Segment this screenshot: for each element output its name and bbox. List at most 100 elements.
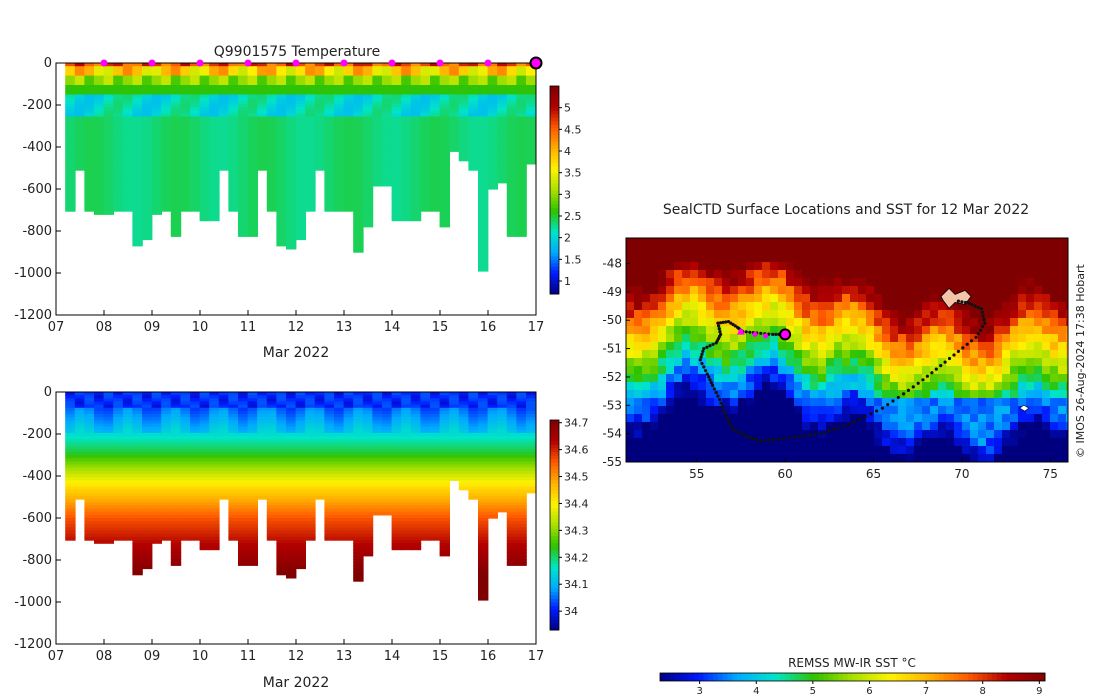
salinity-cell: [420, 423, 431, 428]
salinity-cell: [372, 461, 383, 466]
salinity-cell: [228, 461, 239, 466]
temperature-cell: [391, 78, 402, 83]
temperature-cell: [401, 157, 412, 162]
salinity-cell: [487, 398, 498, 403]
salinity-cell: [276, 436, 287, 440]
temperature-cell: [478, 160, 489, 165]
temperature-cell: [247, 170, 258, 174]
salinity-cell: [151, 442, 162, 447]
salinity-cell: [458, 398, 470, 403]
salinity-cell: [276, 414, 287, 418]
temperature-cell: [286, 113, 297, 118]
temperature-cell: [142, 129, 153, 133]
temperature-cell: [526, 85, 537, 89]
salinity-cell: [228, 514, 239, 519]
salinity-cell: [266, 423, 278, 428]
salinity-cell: [449, 414, 460, 418]
temperature-cell: [122, 148, 134, 152]
temperature-cell: [94, 91, 105, 96]
salinity-cell: [161, 392, 172, 396]
temperature-cell: [295, 154, 306, 159]
salinity-cell: [142, 417, 153, 421]
temperature-cell: [84, 198, 95, 203]
salinity-cell: [180, 461, 191, 466]
salinity-cell: [430, 486, 441, 491]
salinity-cell: [103, 423, 114, 428]
sst-cell: [1058, 238, 1067, 247]
salinity-cell: [65, 480, 76, 484]
temperature-cell: [391, 217, 402, 222]
temperature-cell: [468, 154, 479, 159]
temperature-cell: [516, 113, 527, 118]
salinity-cell: [113, 445, 124, 450]
temperature-cell: [113, 173, 124, 178]
temperature-cell: [353, 248, 364, 253]
salinity-cell: [94, 432, 105, 437]
temperature-cell: [199, 126, 210, 130]
temperature-cell: [122, 66, 134, 70]
salinity-cell: [526, 477, 537, 481]
salinity-cell: [238, 546, 249, 551]
temperature-cell: [74, 160, 86, 165]
salinity-cell: [238, 533, 249, 538]
salinity-cell: [180, 508, 191, 513]
salinity-cell: [122, 505, 134, 510]
salinity-cell: [526, 486, 537, 491]
salinity-cell: [218, 492, 230, 497]
temperature-cell: [410, 100, 422, 105]
temperature-cell: [266, 170, 278, 174]
salinity-cell: [170, 521, 182, 525]
temperature-cell: [478, 239, 489, 244]
temperature-cell: [228, 182, 239, 187]
temperature-cell: [113, 78, 124, 83]
temperature-cell: [430, 173, 441, 178]
salinity-cell: [526, 404, 537, 409]
temperature-cell: [170, 226, 182, 231]
sst-cell: [962, 246, 971, 255]
salinity-cell: [516, 401, 527, 406]
salinity-cell: [170, 559, 182, 563]
salinity-cell: [362, 414, 374, 418]
salinity-cell: [65, 467, 76, 472]
temperature-cell: [238, 81, 249, 86]
temperature-cell: [410, 129, 422, 133]
temperature-cell: [113, 85, 124, 89]
temperature-cell: [506, 148, 518, 152]
temperature-cell: [286, 63, 297, 67]
salinity-cell: [372, 392, 383, 396]
salinity-cell: [439, 401, 450, 406]
temperature-cell: [334, 110, 345, 115]
temperature-cell: [113, 157, 124, 162]
salinity-cell: [401, 473, 412, 478]
salinity-cell: [401, 486, 412, 491]
salinity-cell: [84, 439, 95, 444]
temperature-cell: [122, 78, 134, 83]
salinity-cell: [142, 559, 153, 563]
salinity-cell: [247, 508, 258, 513]
temperature-cell: [516, 66, 527, 70]
temperature-cell: [468, 94, 479, 99]
salinity-cell: [372, 499, 383, 503]
temperature-cell: [190, 189, 201, 193]
temperature-cell: [132, 207, 143, 212]
temperature-cell: [209, 189, 220, 193]
temperature-cell: [84, 154, 95, 159]
temperature-cell: [257, 166, 268, 171]
temperature-cell: [228, 163, 239, 168]
temperature-cell: [151, 135, 162, 140]
salinity-cell: [401, 470, 412, 475]
temperature-cell: [439, 100, 450, 105]
temperature-cell: [458, 141, 470, 146]
temperature-cell: [113, 198, 124, 203]
salinity-cell: [516, 505, 527, 510]
temperature-cell: [324, 141, 335, 146]
temperature-cell: [65, 104, 76, 108]
salinity-cell: [391, 417, 402, 421]
salinity-cell: [257, 423, 268, 428]
salinity-cell: [276, 451, 287, 456]
salinity-cell: [458, 445, 470, 450]
salinity-cell: [132, 401, 143, 406]
salinity-cell: [266, 445, 278, 450]
temperature-cell: [334, 122, 345, 127]
salinity-cell: [113, 477, 124, 481]
